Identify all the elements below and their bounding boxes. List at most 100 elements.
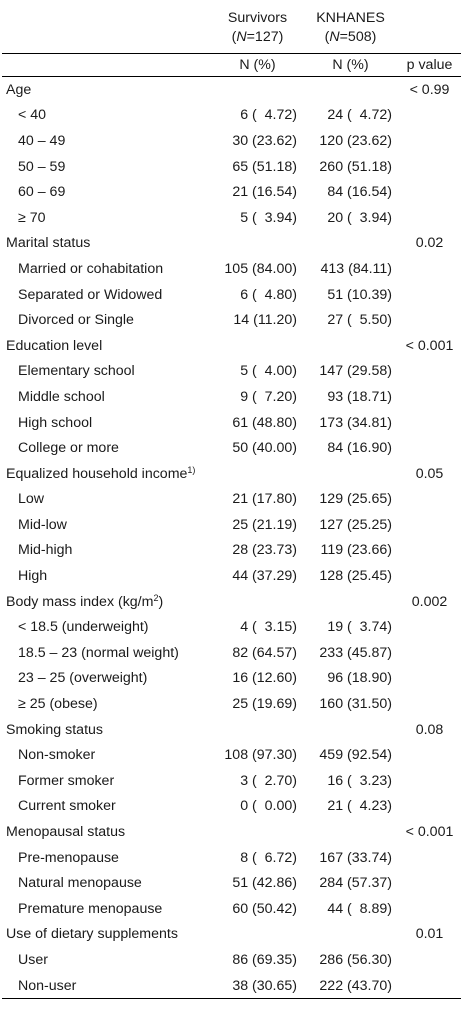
category-row: Menopausal status < 0.001 [2,819,461,845]
empty-cell [398,359,461,385]
category-label-text: Education level [6,337,103,354]
knhanes-value: 413 (84.11) [320,260,392,277]
category-row: Marital status 0.02 [2,231,461,257]
survivors-value: 14 (11.20) [233,312,297,329]
row-label: Current smoker [18,798,116,815]
empty-cell [398,768,461,794]
table-row: Elementary school 5 ( 4.00) 147 (29.58) [2,359,461,385]
survivors-value: 65 (51.18) [232,158,297,175]
empty-cell [398,128,461,154]
survivors-value: 30 (23.62) [232,132,297,149]
survivors-value: 0 ( 0.00) [240,798,297,815]
knhanes-value: 173 (34.81) [319,414,392,431]
table-row: College or more 50 (40.00) 84 (16.90) [2,435,461,461]
table-row: Low 21 (17.80) 129 (25.65) [2,487,461,513]
table-row: < 18.5 (underweight) 4 ( 3.15) 19 ( 3.74) [2,614,461,640]
knhanes-value: 93 (18.71) [327,388,392,405]
empty-cell [398,614,461,640]
table-row: 18.5 – 23 (normal weight) 82 (64.57) 233 (… [2,640,461,666]
table-row: User 86 (69.35) 286 (56.30) [2,947,461,973]
characteristics-table: Survivors (N=127) KNHANES (N=508) N (%) … [2,6,461,1000]
empty-cell [398,794,461,820]
knhanes-value: 233 (45.87) [319,644,392,661]
knhanes-value: 128 (25.45) [319,568,392,585]
row-label: 18.5 – 23 (normal weight) [18,644,179,661]
knhanes-value: 51 (10.39) [327,286,392,303]
p-value: 0.05 [415,465,444,482]
category-row: Equalized household income1) 0.05 [2,461,461,487]
table-row: Middle school 9 ( 7.20) 93 (18.71) [2,384,461,410]
survivors-value: 50 (40.00) [232,440,297,457]
header-survivors: Survivors (N=127) [212,6,303,54]
knhanes-value: 160 (31.50) [319,696,392,713]
p-value: 0.08 [415,721,444,738]
empty-cell [398,282,461,308]
category-row: Education level < 0.001 [2,333,461,359]
row-label: Former smoker [18,772,115,789]
category-superscript: 2 [153,592,159,603]
knhanes-value: 20 ( 3.94) [327,209,392,226]
p-value: < 0.001 [405,824,454,841]
row-label: Premature menopause [18,900,163,917]
row-label: High school [18,414,93,431]
row-label: Non-user [2,972,212,1000]
empty-cell [398,103,461,129]
row-label: 60 – 69 [18,184,66,201]
knhanes-value: 119 (23.66) [320,542,392,559]
empty-cell [212,589,303,615]
category-superscript: 1) [187,464,196,475]
category-row: Use of dietary supplements 0.01 [2,922,461,948]
category-label: Body mass index (kg/m2) [2,589,212,615]
knhanes-value: 84 (16.90) [327,440,392,457]
category-label: Smoking status [2,717,212,743]
category-label-text: Smoking status [6,721,103,738]
p-value: < 0.99 [409,81,450,98]
survivors-value: 16 (12.60) [232,670,297,687]
knhanes-value: 222 (43.70) [303,972,398,1000]
survivors-value: 61 (48.80) [232,414,297,431]
survivors-value: 21 (17.80) [232,491,297,508]
empty-cell [398,538,461,564]
category-label: Age [2,77,212,103]
empty-cell [303,333,398,359]
survivors-value: 86 (69.35) [232,951,297,968]
survivors-value: 4 ( 3.15) [240,619,297,636]
p-value: 0.002 [411,593,448,610]
survivors-value: 9 ( 7.20) [240,388,297,405]
row-label: Middle school [18,388,105,405]
empty-cell [212,717,303,743]
header-row-groups: Survivors (N=127) KNHANES (N=508) [2,6,461,54]
knhanes-value: 24 ( 4.72) [327,107,392,124]
table-row: High school 61 (48.80) 173 (34.81) [2,410,461,436]
table-page: Survivors (N=127) KNHANES (N=508) N (%) … [0,6,465,1010]
knhanes-value: 84 (16.54) [327,184,392,201]
knhanes-value: 96 (18.90) [327,670,392,687]
table-row: 40 – 49 30 (23.62) 120 (23.62) [2,128,461,154]
row-label: ≥ 70 [18,209,46,226]
category-label-text: Body mass index (kg/m [6,593,154,610]
survivors-label: Survivors [227,10,288,26]
survivors-value: 108 (97.30) [224,747,297,764]
empty-cell [398,384,461,410]
row-label: 50 – 59 [18,158,66,175]
empty-cell [398,870,461,896]
empty-cell [398,563,461,589]
empty-cell [212,819,303,845]
table-row: 50 – 59 65 (51.18) 260 (51.18) [2,154,461,180]
knhanes-n: (N=508) [324,29,377,45]
row-label: Mid-low [18,516,67,533]
knhanes-value: 459 (92.54) [319,747,392,764]
empty-cell [398,896,461,922]
table-row: Premature menopause 60 (50.42) 44 ( 8.89) [2,896,461,922]
empty-cell [212,77,303,103]
table-row: Mid-low 25 (21.19) 127 (25.25) [2,512,461,538]
header-empty-cell [398,6,461,54]
survivors-value: 6 ( 4.72) [240,107,297,124]
category-label: Equalized household income1) [2,461,212,487]
category-label-text: Marital status [6,235,91,252]
empty-cell [398,205,461,231]
empty-cell [303,461,398,487]
knhanes-value: 16 ( 3.23) [327,772,392,789]
table-row: ≥ 25 (obese) 25 (19.69) 160 (31.50) [2,691,461,717]
knhanes-value: 147 (29.58) [319,363,392,380]
